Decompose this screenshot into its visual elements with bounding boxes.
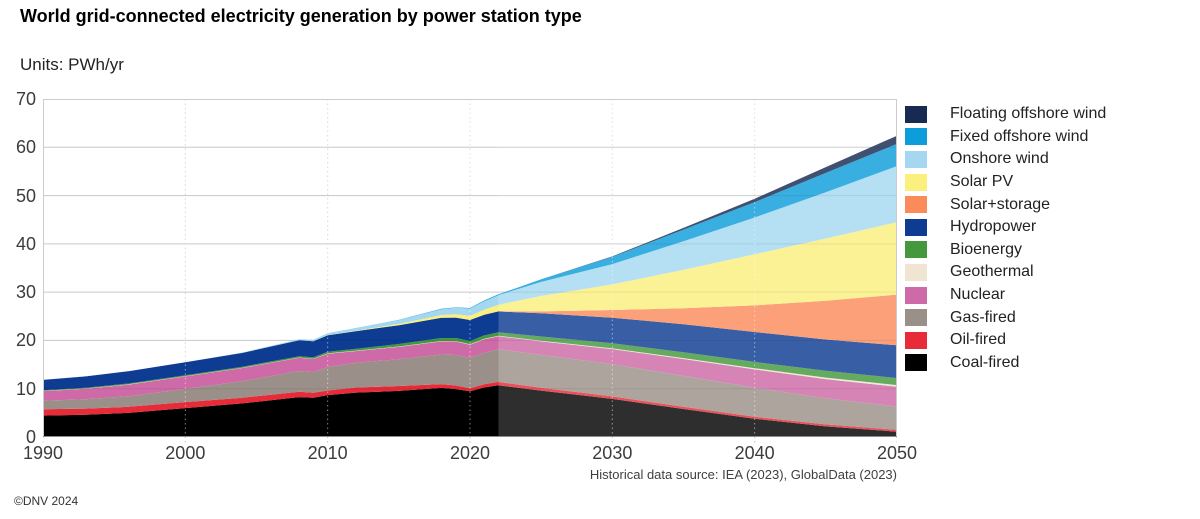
y-tick-label: 30 [15,282,36,303]
forecast-shade [498,99,897,437]
area-solar-storage [43,294,897,380]
legend-item-bioenergy: Bioenergy [905,239,1106,262]
y-tick-label: 20 [15,330,36,351]
area-solar-pv [43,222,897,380]
stacked-area-chart [42,98,898,443]
legend-label: Oil-fired [950,331,1007,349]
legend-swatch-icon [905,150,927,168]
y-tick-label: 10 [15,378,36,399]
legend-item-solar-storage: Solar+storage [905,193,1106,216]
area-nuclear [43,336,897,407]
legend-swatch-icon [905,105,927,123]
chart-title: World grid-connected electricity generat… [20,6,582,26]
copyright-label: ©DNV 2024 [14,494,79,508]
legend-item-geothermal: Geothermal [905,261,1106,284]
legend-label: Fixed offshore wind [950,127,1089,145]
area-hydropower [43,311,897,391]
legend-item-nuclear: Nuclear [905,284,1106,307]
y-tick-label: 60 [15,137,36,158]
legend-swatch-icon [905,354,927,372]
legend-label: Geothermal [950,263,1034,281]
legend-item-oil-fired: Oil-fired [905,329,1106,352]
legend-item-gas-fired: Gas-fired [905,306,1106,329]
area-bioenergy [43,332,897,391]
legend-swatch-icon [905,173,927,191]
legend-label: Coal-fired [950,353,1020,371]
legend-item-floating-offshore-wind: Floating offshore wind [905,103,1106,126]
legend-label: Hydropower [950,218,1037,236]
legend-label: Solar PV [950,173,1014,191]
x-tick-label: 2040 [734,443,775,463]
legend-item-fixed-offshore-wind: Fixed offshore wind [905,126,1106,149]
legend-item-solar-pv: Solar PV [905,171,1106,194]
legend-label: Floating offshore wind [950,105,1107,123]
x-tick-label: 2030 [592,443,633,463]
legend-label: Onshore wind [950,150,1049,168]
source-note: Historical data source: IEA (2023), Glob… [589,467,897,482]
legend-item-onshore-wind: Onshore wind [905,148,1106,171]
y-tick-label: 40 [15,233,36,254]
legend-label: Gas-fired [950,308,1016,326]
y-tick-label: 0 [25,427,36,447]
legend-swatch-icon [905,263,927,281]
legend-swatch-icon [905,241,927,259]
y-tick-label: 70 [15,89,36,109]
x-tick-label: 2050 [876,443,918,463]
legend-label: Solar+storage [950,195,1051,213]
area-coal-fired [43,385,897,437]
legend-item-coal-fired: Coal-fired [905,352,1106,375]
x-tick-label: 2000 [165,443,206,463]
legend: Floating offshore wind Fixed offshore win… [905,103,1106,374]
units-label: Units: PWh/yr [20,55,124,74]
legend-swatch-icon [905,331,927,349]
legend-swatch-icon [905,218,927,236]
x-tick-label: 2010 [307,443,348,463]
legend-item-hydropower: Hydropower [905,216,1106,239]
legend-swatch-icon [905,196,927,214]
legend-swatch-icon [905,286,927,304]
legend-swatch-icon [905,128,927,146]
legend-swatch-icon [905,309,927,327]
y-tick-label: 50 [15,185,36,206]
x-tick-label: 2020 [449,443,491,463]
legend-label: Nuclear [950,286,1006,304]
x-tick-label: 1990 [22,443,64,463]
plot-area [42,98,898,443]
legend-label: Bioenergy [950,240,1023,258]
